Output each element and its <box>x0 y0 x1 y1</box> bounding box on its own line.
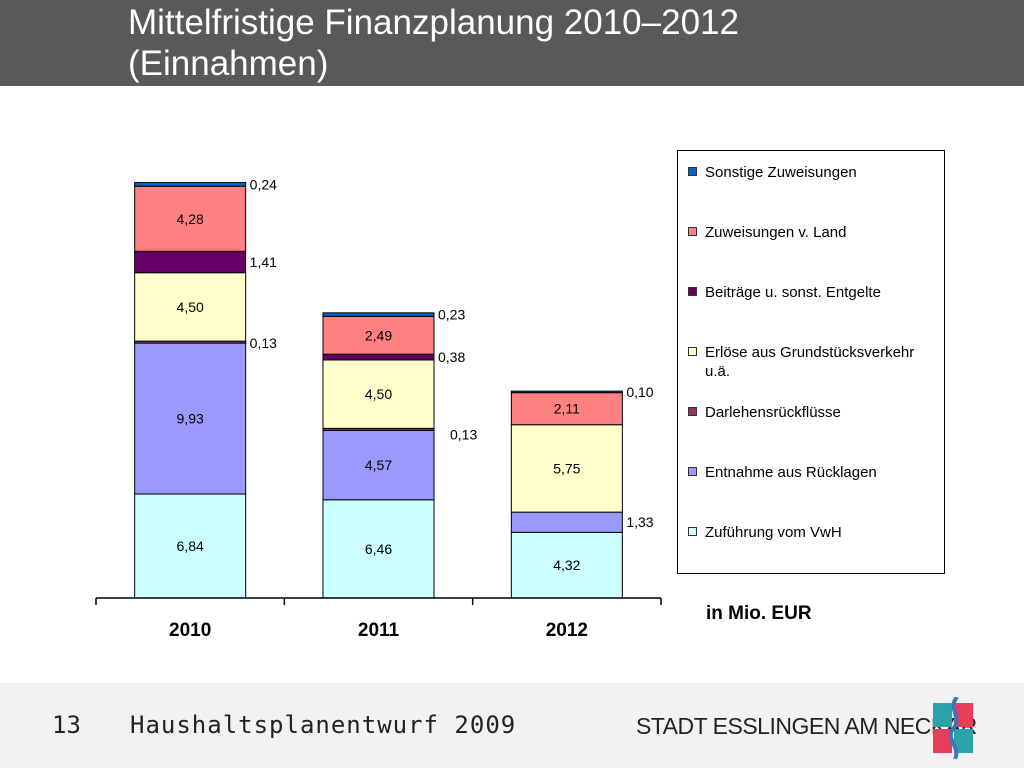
page-number: 13 <box>52 711 81 739</box>
legend-item: Sonstige Zuweisungen <box>688 163 938 182</box>
data-label: 0,13 <box>250 335 277 351</box>
bar-segment <box>134 342 247 495</box>
bar-segment <box>510 390 623 394</box>
slide-title: Mittelfristige Finanzplanung 2010–2012 (… <box>128 2 739 84</box>
city-name: STADT ESSLINGEN AM NECKAR <box>636 713 977 739</box>
legend-swatch <box>688 347 697 356</box>
slide-title-line-2: (Einnahmen) <box>128 44 329 83</box>
data-label: 5,75 <box>553 460 580 476</box>
bar-segment <box>322 429 435 501</box>
bar-segment <box>134 250 247 274</box>
bar-segment <box>322 499 435 599</box>
chart-legend: Sonstige Zuweisungen Zuweisungen v. Land B… <box>677 150 945 574</box>
legend-item: Entnahme aus Rücklagen <box>688 463 938 482</box>
legend-item: Zuführung vom VwH <box>688 523 938 542</box>
data-label: 9,93 <box>177 411 204 427</box>
footer-bar: 13 Haushaltsplanentwurf 2009 STADT ESSLI… <box>0 683 1024 768</box>
legend-swatch <box>688 407 697 416</box>
data-label: 4,32 <box>553 557 580 573</box>
legend-item: Erlöse aus Grundstücksverkehr u.ä. <box>688 343 938 381</box>
data-label: 2,49 <box>365 327 392 343</box>
legend-item: Zuweisungen v. Land <box>688 223 938 242</box>
data-label: 0,10 <box>626 384 653 400</box>
unit-label: in Mio. EUR <box>706 603 812 624</box>
city-logo-icon <box>933 697 973 759</box>
legend-swatch <box>688 527 697 536</box>
data-label: 1,41 <box>250 254 277 270</box>
slide-title-line-1: Mittelfristige Finanzplanung 2010–2012 <box>128 3 739 42</box>
data-label: 4,57 <box>365 457 392 473</box>
legend-swatch <box>688 467 697 476</box>
data-label: 1,33 <box>626 514 653 530</box>
data-label: 6,46 <box>365 541 392 557</box>
x-tick-label: 2012 <box>546 620 588 641</box>
data-label: 2,11 <box>554 401 580 417</box>
x-tick-label: 2011 <box>358 620 400 641</box>
footer-caption: Haushaltsplanentwurf 2009 <box>130 711 517 739</box>
stacked-bar-chart: 6,84 9,93 0,13 4,50 1,41 4,28 0,24 2010 6,46 4,57… <box>95 176 662 641</box>
data-label: 4,50 <box>177 299 204 315</box>
legend-item: Beiträge u. sonst. Entgelte <box>688 283 938 302</box>
data-label: 4,50 <box>365 386 392 402</box>
x-tick-label: 2010 <box>169 620 211 641</box>
legend-swatch <box>688 167 697 176</box>
bar-segment <box>134 493 247 599</box>
data-label: 0,23 <box>438 307 465 323</box>
bar-segment <box>322 353 435 361</box>
bar-segment <box>510 531 623 599</box>
bar-segment <box>510 511 623 533</box>
bar-segment <box>322 359 435 429</box>
legend-swatch <box>688 227 697 236</box>
legend-swatch <box>688 287 697 296</box>
title-bar: Mittelfristige Finanzplanung 2010–2012 (… <box>0 0 1024 86</box>
legend-label: Sonstige Zuweisungen <box>705 164 857 181</box>
legend-label: Zuweisungen v. Land <box>705 224 847 241</box>
legend-label: Erlöse aus Grundstücksverkehr u.ä. <box>705 344 915 380</box>
data-label: 0,13 <box>450 426 477 442</box>
bar-segment <box>134 272 247 342</box>
data-label: 0,38 <box>438 349 465 365</box>
bar-segment <box>134 182 247 187</box>
legend-label: Darlehensrückflüsse <box>705 404 841 421</box>
data-label: 6,84 <box>177 538 204 554</box>
data-label: 4,28 <box>177 211 204 227</box>
legend-label: Zuführung vom VwH <box>705 524 842 541</box>
legend-label: Entnahme aus Rücklagen <box>705 464 877 481</box>
legend-label: Beiträge u. sonst. Entgelte <box>705 284 881 301</box>
bar-segment <box>510 424 623 513</box>
legend-item: Darlehensrückflüsse <box>688 403 938 422</box>
bar-segment <box>322 312 435 317</box>
data-label: 0,24 <box>250 176 277 192</box>
